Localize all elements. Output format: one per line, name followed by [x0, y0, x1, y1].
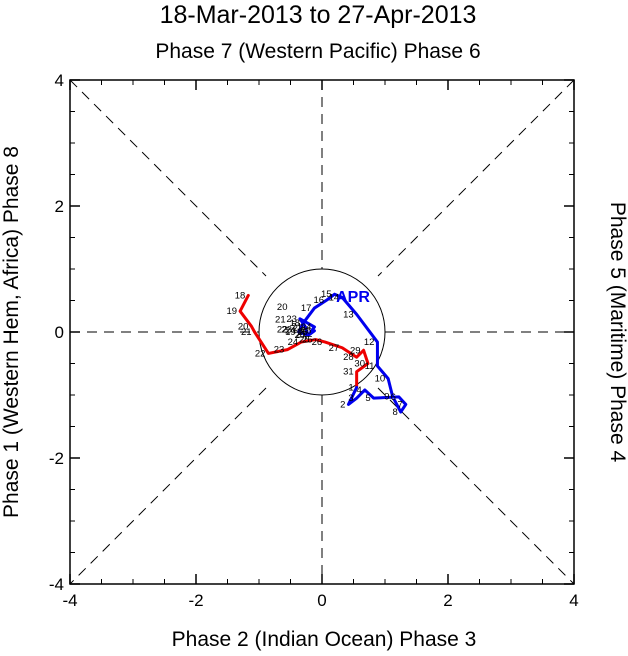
day-label: 24	[288, 337, 299, 348]
x-tick-label: 2	[443, 591, 452, 610]
x-tick-label: 0	[317, 591, 326, 610]
day-label: 22	[293, 323, 304, 334]
y-axis-label-left: Phase 1 (Western Hem, Africa) Phase 8	[0, 146, 23, 518]
day-label: 4	[357, 385, 362, 396]
y-tick-label: -2	[49, 449, 64, 468]
phase-dividers	[69, 79, 575, 585]
y-tick-label: 4	[55, 71, 64, 90]
day-label: 29	[350, 345, 361, 356]
y-tick-label: 2	[55, 197, 64, 216]
day-label: 20	[277, 302, 288, 313]
day-label: 22	[255, 348, 266, 359]
chart-title: 18-Mar-2013 to 27-Apr-2013	[160, 1, 477, 29]
day-label: 27	[329, 343, 340, 354]
day-label: 2	[340, 399, 345, 410]
y-tick-label: -4	[49, 575, 64, 594]
y-tick-label: 0	[55, 323, 64, 342]
chart-subtitle: Phase 7 (Western Pacific) Phase 6	[155, 40, 480, 63]
day-label: 15	[321, 289, 332, 300]
day-label: 26	[301, 326, 312, 337]
day-label: 22	[277, 324, 288, 335]
day-label: 16	[313, 295, 324, 306]
day-label: 10	[375, 374, 386, 385]
day-label: 21	[241, 327, 252, 338]
day-label: 21	[291, 321, 302, 332]
day-label: 19	[227, 306, 238, 317]
day-label: 25	[297, 327, 308, 338]
day-label: 14	[329, 292, 340, 303]
day-label: 25	[302, 335, 313, 346]
day-label: 11	[365, 361, 375, 372]
x-tick-label: 4	[569, 591, 578, 610]
series-layer	[238, 292, 408, 414]
day-label: 6	[391, 392, 396, 403]
day-label: 31	[343, 367, 354, 378]
day-label: 20	[238, 321, 249, 332]
day-label: 17	[301, 303, 312, 314]
month-label-apr: APR	[336, 289, 370, 306]
x-tick-label: -4	[62, 591, 77, 610]
day-label: 7	[397, 399, 402, 410]
day-label: 21	[275, 314, 286, 325]
x-axis-label: Phase 2 (Indian Ocean) Phase 3	[172, 628, 477, 651]
day-label: 12	[364, 337, 375, 348]
series-line-march	[238, 293, 370, 389]
day-label: 30	[354, 359, 365, 370]
series-line-april	[297, 292, 408, 414]
day-label: 20	[295, 330, 306, 341]
day-label: 8	[392, 407, 397, 418]
day-label: 1	[348, 382, 353, 393]
day-label: 25	[299, 335, 310, 346]
unit-circle	[258, 268, 386, 396]
day-label: 18	[290, 318, 301, 329]
day-label: 19	[285, 327, 296, 338]
day-label: 13	[343, 309, 354, 320]
diagonal-divider-ne	[377, 79, 575, 277]
day-label: 18	[235, 290, 246, 301]
day-label: 23	[274, 345, 285, 356]
day-label: 9	[384, 391, 389, 402]
diagonal-divider-se	[377, 387, 575, 585]
day-label: 24	[285, 326, 296, 337]
day-label: 24	[301, 322, 312, 333]
day-label: 23	[286, 314, 297, 325]
y-axis-label-right: Phase 5 (Maritime) Phase 4	[606, 202, 628, 463]
diagonal-divider-sw	[69, 387, 267, 585]
day-label: 28	[343, 352, 354, 363]
day-label: 3	[348, 393, 353, 404]
day-label: 23	[281, 324, 292, 335]
day-label: 27	[296, 330, 307, 341]
day-label: 26	[312, 337, 323, 348]
diagonal-divider-nw	[69, 79, 267, 277]
day-label: 5	[365, 393, 370, 404]
x-tick-label: -2	[188, 591, 203, 610]
